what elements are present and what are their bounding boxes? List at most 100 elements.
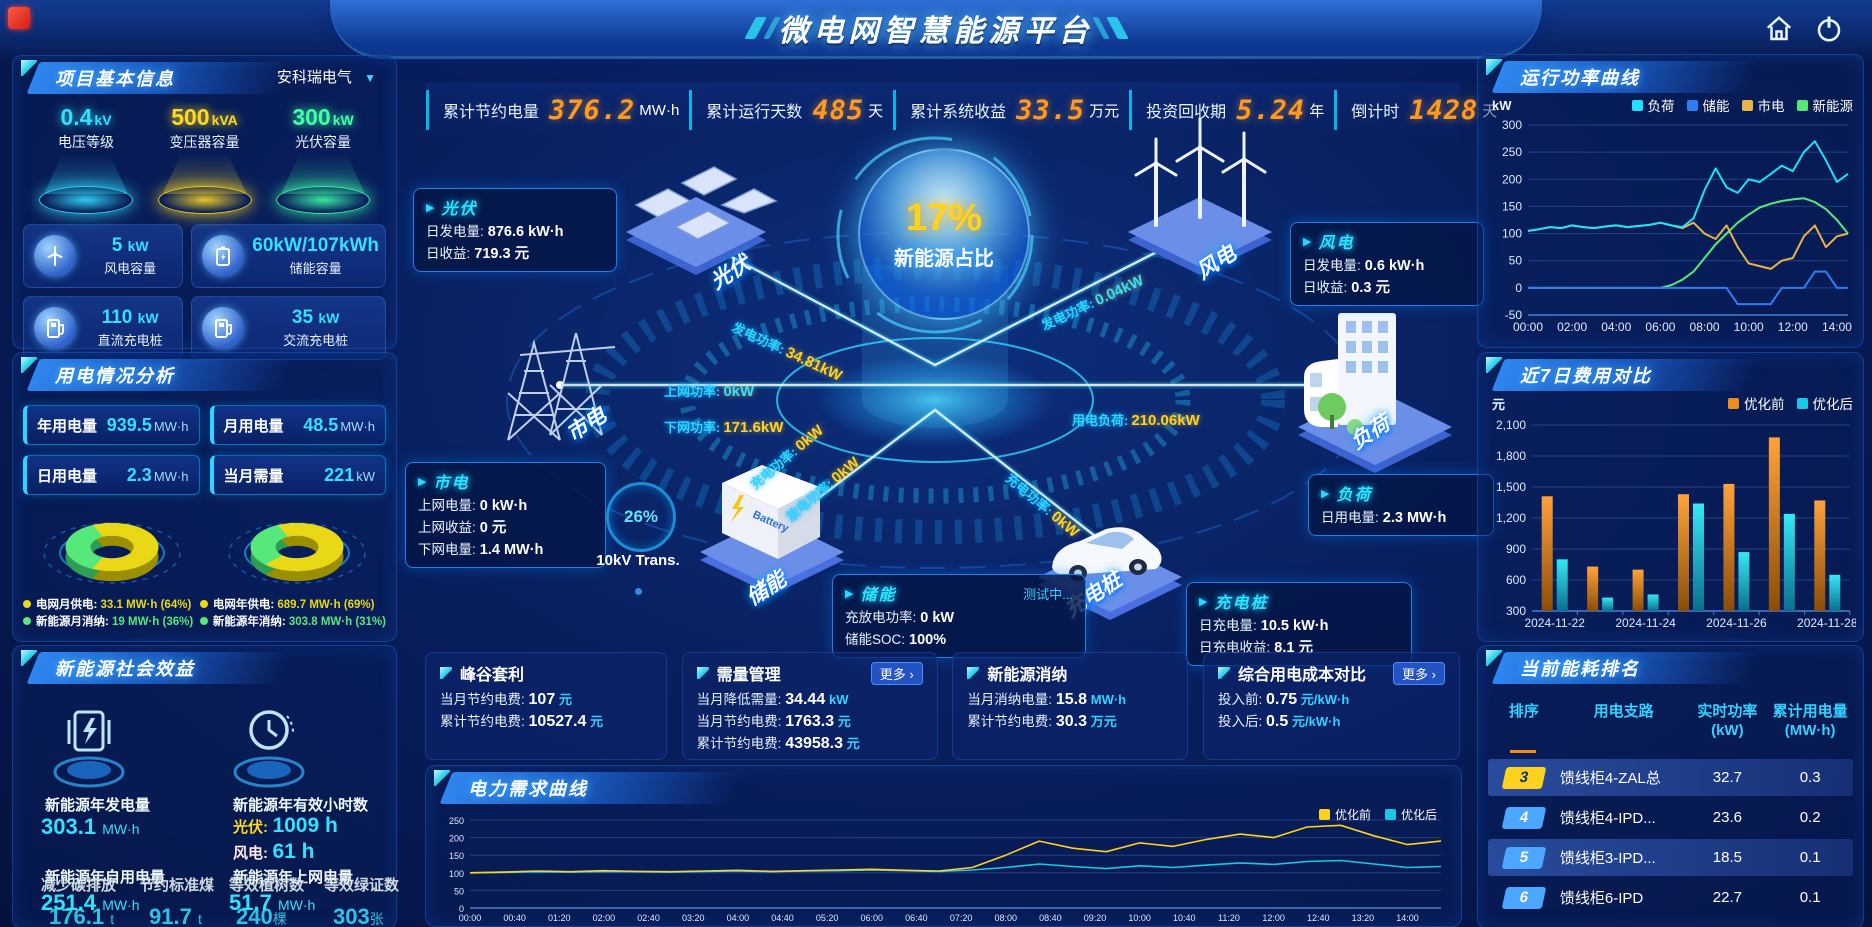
svg-text:2,100: 2,100 bbox=[1496, 418, 1526, 432]
opt-card: 新能源消纳 当月消纳电量: 15.8 MW·h 累计节约电费: 30.3 万元 bbox=[952, 652, 1189, 760]
panel-title: 当前能耗排名 bbox=[1520, 659, 1640, 679]
panel-demand-curve: 电力需求曲线 优化前 优化后 0 50 100 150 200 250 00:00 00:40 0… bbox=[425, 765, 1462, 927]
benefit-label: 节约标准煤 bbox=[139, 877, 215, 894]
wind-turbines-graphic bbox=[1128, 117, 1272, 275]
charger-icon bbox=[202, 307, 245, 349]
benefit-sub-line: 风电: 61 h bbox=[233, 840, 315, 863]
svg-text:02:00: 02:00 bbox=[1557, 320, 1587, 334]
branch-name: 馈线柜3-IPD... bbox=[1559, 850, 1656, 867]
benefit-sub-line: 光伏: 1009 h bbox=[233, 814, 338, 837]
opt-card-title: 需量管理 bbox=[716, 667, 781, 684]
more-button[interactable]: 更多 › bbox=[870, 661, 923, 685]
table-row[interactable]: 5 馈线柜3-IPD... 18.5 0.1 bbox=[1488, 839, 1853, 876]
box-title: 光伏 bbox=[441, 201, 478, 218]
ranking-headers: 排序 用电支路 实时功率 (kW) 累计用电量 (MW·h) bbox=[1488, 702, 1853, 740]
stat-line: 日收益: 719.3 元 bbox=[426, 246, 530, 262]
panel-cost-compare: 近7日费用对比 元 优化前 优化后 300 600 900 1,200 1,500 1,80… bbox=[1477, 352, 1864, 642]
donut-legend-column: 电网年供电: 689.7 MW·h (69%) 新能源年消纳: 303.8 MW·… bbox=[199, 597, 386, 631]
benefit-label: 新能源年有效小时数 bbox=[233, 797, 369, 814]
chevron-right-icon: ▶ bbox=[1303, 235, 1312, 248]
stat-line: 累计节约电费: 10527.4 元 bbox=[440, 713, 604, 730]
svg-text:06:00: 06:00 bbox=[861, 913, 884, 923]
stat-line: 当月消纳电量: 15.8 MW·h bbox=[967, 691, 1127, 708]
company-dropdown[interactable]: 安科瑞电气 ▼ bbox=[277, 66, 376, 87]
capacity-card: 5 kW 风电容量 bbox=[23, 224, 184, 288]
svg-text:06:00: 06:00 bbox=[1645, 320, 1675, 334]
stat-line: 日用电量: 2.3 MW·h bbox=[1321, 510, 1447, 526]
home-icon[interactable] bbox=[1764, 14, 1794, 44]
corner-icon bbox=[967, 667, 980, 679]
stat-line: 日充电量: 10.5 kW·h bbox=[1199, 618, 1329, 634]
svg-text:14:00: 14:00 bbox=[1396, 913, 1419, 923]
title-bar: 微电网智慧能源平台 bbox=[330, 0, 1542, 56]
table-row[interactable]: 6 馈线柜6-IPD 22.7 0.1 bbox=[1488, 879, 1853, 911]
pedestal-stat: 300 kW 光伏容量 bbox=[264, 104, 382, 214]
demand-line-chart: 0 50 100 150 200 250 00:00 00:40 01:20 02:00 02:40… bbox=[449, 816, 1442, 923]
opt-card: 需量管理 更多 › 当月降低需量: 34.44 kW 当月节约电费: 1763.3 元… bbox=[681, 652, 938, 760]
generation-pedestal-icon bbox=[53, 710, 125, 788]
svg-text:12:40: 12:40 bbox=[1307, 913, 1330, 923]
stat-line: 投入后: 0.5 元/kW·h bbox=[1217, 713, 1341, 730]
wind-info-box: ▶ 风电 日发电量: 0.6 kW·h 日收益: 0.3 元 bbox=[1290, 222, 1484, 306]
cost-bar-chart: 300 600 900 1,200 1,500 1,800 2,100 2024-11-22 2… bbox=[1496, 418, 1856, 630]
legend-item[interactable]: 新能源 bbox=[1796, 95, 1853, 115]
stat-line: 日收益: 0.3 元 bbox=[1303, 280, 1390, 296]
donut-row bbox=[23, 501, 386, 597]
legend-item[interactable]: 负荷 bbox=[1631, 95, 1675, 115]
capacity-cards: 5 kW 风电容量 60kW/107kWh 储能容量 110 kW 直流充电桩 35 kW 交… bbox=[23, 224, 386, 360]
legend-item[interactable]: 优化前 bbox=[1318, 806, 1371, 823]
usage-stat: 年用电量 939.5 MW·h bbox=[23, 405, 200, 445]
title-decoration bbox=[743, 17, 767, 39]
table-row[interactable]: 4 馈线柜4-IPD... 23.6 0.2 bbox=[1488, 799, 1853, 836]
legend-item[interactable]: 优化前 bbox=[1728, 393, 1785, 413]
svg-text:14:00: 14:00 bbox=[1822, 320, 1852, 334]
table-row[interactable]: 3 馈线柜4-ZAL总 32.7 0.3 bbox=[1488, 759, 1853, 796]
kpi-item: 累计运行天数 485 天 bbox=[689, 90, 893, 130]
corner-icon bbox=[21, 60, 37, 76]
legend-item: 新能源年消纳: 303.8 MW·h (31%) bbox=[199, 614, 386, 631]
rank-badge: 5 bbox=[1501, 846, 1547, 869]
donut-legend-column: 电网月供电: 33.1 MW·h (64%) 新能源月消纳: 19 MW·h (3… bbox=[23, 597, 194, 631]
opt-card: 综合用电成本对比 更多 › 投入前: 0.75 元/kW·h 投入后: 0.5 元/k… bbox=[1202, 652, 1460, 760]
flow-beams bbox=[556, 231, 1354, 544]
stat-line: 充放电功率: 0 kW bbox=[845, 610, 955, 626]
benefit-label: 新能源年发电量 bbox=[45, 797, 151, 814]
column-header: 排序 bbox=[1508, 703, 1539, 720]
panel-title: 电力需求曲线 bbox=[468, 779, 588, 799]
svg-text:250: 250 bbox=[1502, 145, 1522, 159]
legend-item[interactable]: 优化后 bbox=[1796, 393, 1853, 413]
svg-text:04:00: 04:00 bbox=[1601, 320, 1631, 334]
legend-item[interactable]: 优化后 bbox=[1384, 806, 1437, 823]
realtime-power: 18.5 bbox=[1712, 849, 1742, 866]
capacity-card: 110 kW 直流充电桩 bbox=[23, 296, 184, 360]
cumulative-energy: 0.1 bbox=[1799, 889, 1821, 906]
corner-icon bbox=[1217, 667, 1230, 679]
svg-text:1,800: 1,800 bbox=[1496, 449, 1526, 463]
more-button[interactable]: 更多 › bbox=[1393, 661, 1445, 685]
svg-text:09:20: 09:20 bbox=[1084, 913, 1107, 923]
status-badge: 测试中... bbox=[1023, 586, 1073, 602]
panel-run-power: 运行功率曲线 kW 负荷 储能 市电 新能源 -50 0 50 100 150 200 250 30… bbox=[1477, 54, 1864, 348]
svg-text:06:40: 06:40 bbox=[905, 913, 928, 923]
stat-line: 日发电量: 0.6 kW·h bbox=[1303, 258, 1425, 274]
legend-item[interactable]: 市电 bbox=[1741, 95, 1785, 115]
battery-container-graphic: Battery bbox=[700, 465, 844, 595]
box-title: 风电 bbox=[1318, 235, 1355, 252]
chevron-right-icon: ▶ bbox=[1199, 595, 1208, 608]
battery-icon bbox=[202, 235, 245, 277]
capacity-card: 60kW/107kWh 储能容量 bbox=[191, 224, 386, 288]
pedestal-stat: 500 kVA 变压器容量 bbox=[146, 104, 264, 214]
run-legend: 负荷 储能 市电 新能源 bbox=[1631, 95, 1853, 115]
legend-item[interactable]: 储能 bbox=[1686, 95, 1730, 115]
chevron-right-icon: ▶ bbox=[418, 475, 427, 488]
flow-import-power: 下网功率: 171.6kW bbox=[664, 419, 784, 436]
column-header: 实时功率 (kW) bbox=[1697, 703, 1758, 739]
flow-export-power: 上网功率: 0kW bbox=[664, 383, 755, 400]
title-decoration bbox=[1105, 17, 1129, 39]
svg-text:04:00: 04:00 bbox=[727, 913, 750, 923]
corner-icon bbox=[1486, 650, 1502, 666]
wind-turbine-icon bbox=[34, 235, 76, 277]
column-header: 累计用电量 (MW·h) bbox=[1772, 703, 1848, 739]
corner-icon bbox=[1486, 357, 1502, 373]
power-icon[interactable] bbox=[1814, 14, 1844, 44]
